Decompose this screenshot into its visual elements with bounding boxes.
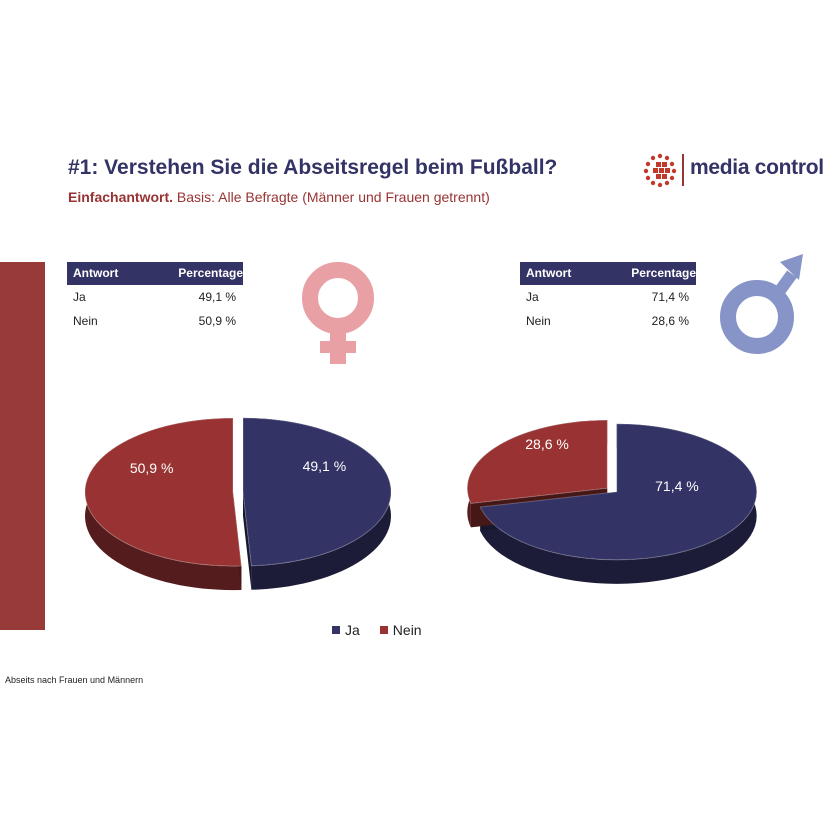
pie-slice-cut: [242, 491, 252, 590]
logo-text: media control: [690, 156, 824, 179]
row-value: 28,6 %: [651, 314, 689, 328]
page-subtitle: Einfachantwort. Basis: Alle Befragte (Mä…: [68, 189, 490, 205]
pie-slice-ja: [479, 423, 758, 561]
row-label: Nein: [526, 314, 551, 328]
page-title: #1: Verstehen Sie die Abseitsregel beim …: [68, 156, 558, 179]
header-percentage: Percentage: [178, 266, 243, 280]
legend-item-nein: Nein: [379, 622, 422, 638]
header-percentage: Percentage: [631, 266, 696, 280]
subtitle-rest: Basis: Alle Befragte (Männer und Frauen …: [173, 189, 490, 205]
data-label: 50,9 %: [130, 460, 174, 476]
data-label: 49,1 %: [303, 458, 347, 474]
table-header: Antwort Percentage: [520, 262, 696, 285]
table-row: Ja 71,4 %: [520, 285, 696, 309]
row-value: 49,1 %: [198, 290, 236, 304]
female-pie: 49,1 % 50,9 %: [84, 417, 392, 591]
data-label: 71,4 %: [655, 478, 699, 494]
table-row: Ja 49,1 %: [67, 285, 243, 309]
legend-label: Ja: [345, 622, 360, 638]
table-header: Antwort Percentage: [67, 262, 243, 285]
side-accent-bar: [0, 262, 45, 630]
row-value: 50,9 %: [198, 314, 236, 328]
male-table: Antwort Percentage Ja 71,4 % Nein 28,6 %: [520, 262, 696, 333]
footnote: Abseits nach Frauen und Männern: [5, 675, 144, 685]
data-label: 28,6 %: [525, 436, 569, 452]
pie-slice-ja: [242, 417, 392, 567]
table-row: Nein 28,6 %: [520, 309, 696, 333]
legend-swatch-ja: [332, 626, 340, 634]
female-table: Antwort Percentage Ja 49,1 % Nein 50,9 %: [67, 262, 243, 333]
media-control-logo: media control: [640, 150, 824, 190]
female-symbol-icon: [302, 262, 374, 364]
male-symbol-icon: [720, 254, 803, 354]
legend-swatch-nein: [379, 626, 388, 634]
header-antwort: Antwort: [73, 266, 119, 280]
legend: Ja Nein: [332, 622, 422, 638]
legend-item-ja: Ja: [332, 622, 360, 638]
logo-divider: [682, 154, 684, 186]
subtitle-bold: Einfachantwort.: [68, 189, 174, 205]
row-label: Ja: [73, 290, 86, 304]
legend-label: Nein: [392, 622, 422, 638]
header-antwort: Antwort: [526, 266, 572, 280]
row-value: 71,4 %: [651, 290, 689, 304]
pie-slice-nein: [84, 417, 242, 567]
table-row: Nein 50,9 %: [67, 309, 243, 333]
pie-slice-nein: [466, 419, 608, 504]
male-pie: 71,4 % 28,6 %: [466, 419, 758, 584]
row-label: Nein: [73, 314, 98, 328]
logo-mark-icon: [643, 153, 677, 188]
row-label: Ja: [526, 290, 539, 304]
